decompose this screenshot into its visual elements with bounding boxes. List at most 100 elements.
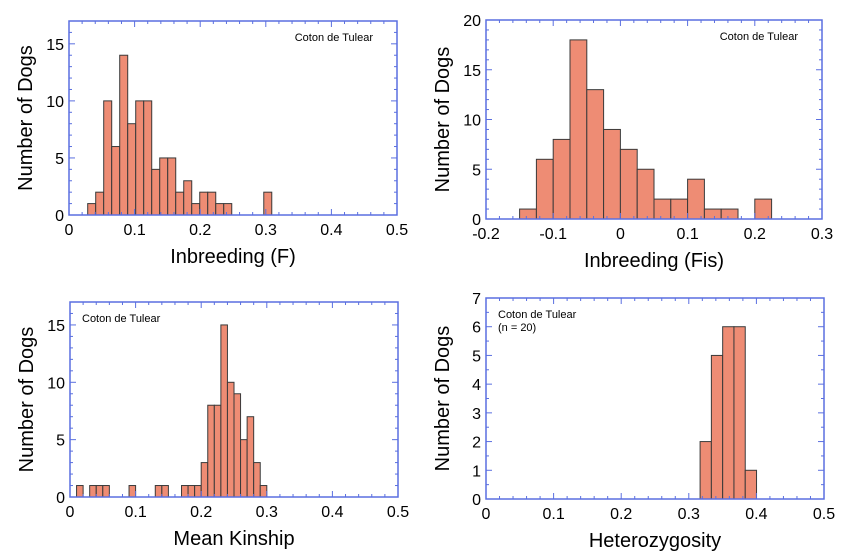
histogram-bar [603,128,621,220]
histogram-bar [95,485,104,498]
x-tick-label: 0.2 [610,506,632,523]
histogram-bar [722,326,735,500]
histogram-chart-4: 0 0.1 0.2 0.3 0.4 0.5 0 1 2 3 4 5 6 7 Heterozygosity Nu… [432,291,835,552]
histogram-bar [187,485,196,498]
histogram-chart-2: -0.2 -0.1 0 0.1 0.2 0.3 0 5 10 15 20 Inbreeding (Fi… [432,13,833,272]
plot-frame [69,301,399,498]
x-tick-label: 0.3 [811,226,833,243]
y-axis-title: Number of Dogs [15,45,37,191]
histogram-bar [167,157,177,216]
histogram-bar [233,393,242,498]
y-tick-label: 0 [56,490,65,507]
x-tick-label: -0.1 [539,226,567,243]
y-tick-label: 15 [46,37,64,54]
histogram-bar [143,100,153,216]
histogram-bar [103,100,113,216]
histogram-bar [127,123,137,216]
histogram-bar [194,485,202,498]
histogram-bar [253,462,261,498]
histogram-bar [535,158,554,220]
x-tick-label: 0 [616,226,625,243]
histogram-bar [240,439,248,498]
histogram-bar [653,198,672,220]
y-tick-label: 2 [472,435,481,452]
histogram-bar [175,191,185,216]
histogram-bar [154,485,163,498]
histogram-bar [151,168,161,216]
histogram-bar [220,324,228,498]
histogram-bar [720,208,739,220]
histogram-bar [259,485,268,498]
y-tick-label: 0 [55,208,64,225]
histogram-bar [569,39,588,220]
x-tick-label: 0 [65,222,74,239]
breed-annotation: Coton de Tulear [498,309,577,321]
histogram-bar [199,191,209,216]
histogram-bar [200,462,209,498]
histogram-bar [226,381,235,498]
y-tick-label: 15 [463,63,481,80]
breed-annotation: Coton de Tulear [295,32,374,44]
histogram-bar [95,191,105,216]
x-tick-label: 0.1 [676,226,698,243]
y-tick-label: 3 [472,406,481,423]
histogram-bar [111,146,121,216]
x-tick-label: -0.2 [472,226,500,243]
x-axis-title: Inbreeding (Fis) [584,250,724,272]
y-tick-label: 6 [472,320,481,337]
histogram-bar [733,326,746,500]
x-tick-label: 0.1 [124,504,146,521]
x-tick-label: 0.1 [542,506,564,523]
y-tick-label: 0 [472,212,481,229]
histogram-bar [744,469,758,500]
y-tick-label: 5 [472,348,481,365]
y-tick-label: 5 [55,151,64,168]
histogram-bar [183,180,193,216]
x-tick-label: 0.4 [321,504,343,521]
histogram-bar [181,485,189,498]
breed-annotation: (n = 20) [498,322,536,334]
histogram-bar [699,441,712,500]
y-tick-label: 0 [472,492,481,509]
histogram-bar [161,485,169,498]
x-axis-title: Mean Kinship [173,528,294,550]
histogram-bar [191,203,201,216]
x-tick-label: 0.2 [190,504,212,521]
y-tick-label: 10 [46,94,64,111]
x-tick-label: 0.4 [320,222,342,239]
breed-annotation: Coton de Tulear [82,313,161,325]
x-tick-label: 0.3 [255,222,277,239]
histogram-bar [223,203,233,216]
histogram-bar [710,354,724,500]
histogram-bar [213,404,222,498]
x-tick-label: 0.5 [386,222,408,239]
x-tick-label: 0 [482,506,491,523]
y-tick-label: 7 [472,291,481,308]
histogram-bar [128,485,137,498]
x-tick-label: 0 [66,504,75,521]
y-tick-label: 4 [472,377,481,394]
x-tick-label: 0.5 [813,506,835,523]
x-tick-label: 0.3 [678,506,700,523]
histogram-bar [619,148,638,220]
histogram-bar [703,208,722,220]
plot-frame [485,297,825,500]
histogram-bar [159,157,169,216]
y-axis-title: Number of Dogs [432,326,454,472]
plot-frame [68,20,398,216]
y-tick-label: 15 [47,318,65,335]
x-axis-title: Heterozygosity [589,530,721,552]
histogram-bar [87,203,97,216]
x-axis-title: Inbreeding (F) [170,246,296,268]
x-tick-label: 0.1 [123,222,145,239]
histogram-bar [670,198,689,220]
histogram-chart-1: 0 0.1 0.2 0.3 0.4 0.5 0 5 10 15 Inbreeding (F) Numb… [15,20,408,268]
y-tick-label: 20 [463,13,481,30]
y-tick-label: 5 [56,433,65,450]
x-tick-label: 0.4 [745,506,767,523]
x-tick-label: 0.5 [387,504,409,521]
histogram-bar [636,168,655,220]
histogram-chart-3: 0 0.1 0.2 0.3 0.4 0.5 0 5 10 15 Mean Kinship Number… [16,301,409,550]
x-tick-label: 0.2 [744,226,766,243]
histogram-bar [552,138,571,220]
